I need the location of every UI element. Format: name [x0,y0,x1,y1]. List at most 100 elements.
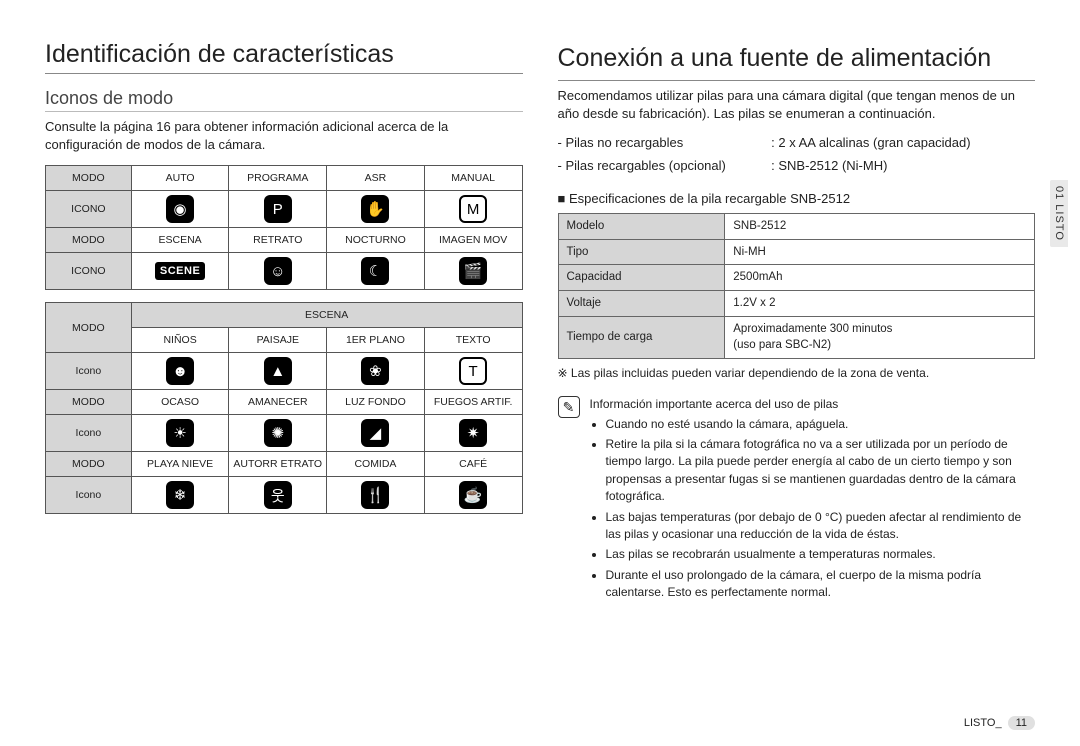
t2-r5-hdr: Icono [46,415,132,452]
spec-v-0: SNB-2512 [725,213,1035,239]
info-item-2: Las bajas temperaturas (por debajo de 0 … [606,509,1036,544]
t2-r6-hdr: MODO [46,452,132,477]
batt2-value: : SNB-2512 (Ni-MH) [771,158,887,173]
t2-r5-c3: ◢ [327,415,425,452]
t2-r3-c4: T [424,353,522,390]
selfportrait-icon: 웃 [264,481,292,509]
t2-r2-c3: 1ER PLANO [327,328,425,353]
spec-v-3: 1.2V x 2 [725,290,1035,316]
cafe-icon: ☕ [459,481,487,509]
footer-label: LISTO_ [964,717,1002,729]
modes-table-1: MODO AUTO PROGRAMA ASR MANUAL ICONO ◉ P … [45,165,523,290]
t1-r4-c4: 🎬 [424,253,522,290]
spec-k-3: Voltaje [558,290,725,316]
beach-icon: ❄ [166,481,194,509]
left-column: Identificación de características Iconos… [45,40,523,726]
battery-line-2: - Pilas recargables (opcional) : SNB-251… [558,157,1036,176]
t2-r6-c3: COMIDA [327,452,425,477]
closeup-icon: ❀ [361,357,389,385]
info-item-1: Retire la pila si la cámara fotográfica … [606,436,1036,506]
t2-r5-c1: ☀ [131,415,229,452]
t2-r7-c2: 웃 [229,477,327,514]
t2-r5-c2: ✺ [229,415,327,452]
t1-r1-hdr: MODO [46,166,132,191]
right-title: Conexión a una fuente de alimentación [558,40,1036,81]
battery-line-1: - Pilas no recargables : 2 x AA alcalina… [558,134,1036,153]
t2-r4-c2: AMANECER [229,390,327,415]
t1-r3-c1: ESCENA [131,228,229,253]
t1-r1-c3: ASR [327,166,425,191]
t2-r4-c1: OCASO [131,390,229,415]
dawn-icon: ✺ [264,419,292,447]
left-subtitle: Iconos de modo [45,88,523,112]
info-item-4: Durante el uso prolongado de la cámara, … [606,567,1036,602]
left-intro: Consulte la página 16 para obtener infor… [45,118,523,153]
t1-r2-c3: ✋ [327,191,425,228]
t2-r6-c4: CAFÉ [424,452,522,477]
kids-icon: ☻ [166,357,194,385]
note-icon: ✎ [558,396,580,418]
side-tab: 01 LISTO [1050,180,1068,247]
t1-r3-c4: IMAGEN MOV [424,228,522,253]
info-item-0: Cuando no esté usando la cámara, apáguel… [606,416,1036,433]
info-content: Información importante acerca del uso de… [590,396,1036,604]
spec-k-1: Tipo [558,239,725,265]
spec-v-1: Ni-MH [725,239,1035,265]
modes-table-2: MODO ESCENA NIÑOS PAISAJE 1ER PLANO TEXT… [45,302,523,514]
t2-r5-c4: ✷ [424,415,522,452]
t1-r2-c1: ◉ [131,191,229,228]
camera-icon: ◉ [166,195,194,223]
info-heading: Información importante acerca del uso de… [590,396,1036,413]
right-body1: Recomendamos utilizar pilas para una cám… [558,87,1036,122]
footer-page: 11 [1008,716,1035,730]
footer: LISTO_ 11 [964,716,1035,730]
t1-r2-hdr: ICONO [46,191,132,228]
t2-r3-c1: ☻ [131,353,229,390]
t2-r3-c2: ▲ [229,353,327,390]
t1-r2-c4: M [424,191,522,228]
spec-k-2: Capacidad [558,265,725,291]
t2-r4-hdr: MODO [46,390,132,415]
t2-r7-hdr: Icono [46,477,132,514]
t2-r6-c1: PLAYA NIEVE [131,452,229,477]
t1-r4-c2: ☺ [229,253,327,290]
t2-r2-c4: TEXTO [424,328,522,353]
t1-r1-c4: MANUAL [424,166,522,191]
manual-icon: M [459,195,487,223]
t2-r4-c3: LUZ FONDO [327,390,425,415]
left-title: Identificación de características [45,40,523,74]
spec-v-4: Aproximadamente 300 minutos (uso para SB… [725,316,1035,358]
t2-r4-c4: FUEGOS ARTIF. [424,390,522,415]
spec-title: Especificaciones de la pila recargable S… [558,190,1036,209]
spec-k-0: Modelo [558,213,725,239]
fireworks-icon: ✷ [459,419,487,447]
t1-r1-c2: PROGRAMA [229,166,327,191]
t2-r7-c3: 🍴 [327,477,425,514]
program-icon: P [264,195,292,223]
page: Identificación de características Iconos… [0,0,1080,746]
t1-r4-hdr: ICONO [46,253,132,290]
night-icon: ☾ [361,257,389,285]
info-box: ✎ Información importante acerca del uso … [558,396,1036,604]
t1-r1-c1: AUTO [131,166,229,191]
t2-r1-hdr: MODO [46,303,132,353]
t2-r3-hdr: Icono [46,353,132,390]
t2-r2-c2: PAISAJE [229,328,327,353]
spec-note: Las pilas incluidas pueden variar depend… [558,365,1036,382]
batt1-label: - Pilas no recargables [558,134,768,153]
t1-r2-c2: P [229,191,327,228]
scene-icon: SCENE [155,262,205,280]
info-list: Cuando no esté usando la cámara, apáguel… [590,416,1036,602]
t2-r2-c1: NIÑOS [131,328,229,353]
batt2-label: - Pilas recargables (opcional) [558,157,768,176]
spec-k-4: Tiempo de carga [558,316,725,358]
t1-r3-c3: NOCTURNO [327,228,425,253]
batt1-value: : 2 x AA alcalinas (gran capacidad) [771,135,970,150]
t1-r3-c2: RETRATO [229,228,327,253]
asr-icon: ✋ [361,195,389,223]
t1-r3-hdr: MODO [46,228,132,253]
info-item-3: Las pilas se recobrarán usualmente a tem… [606,546,1036,563]
backlight-icon: ◢ [361,419,389,447]
food-icon: 🍴 [361,481,389,509]
t2-r7-c1: ❄ [131,477,229,514]
